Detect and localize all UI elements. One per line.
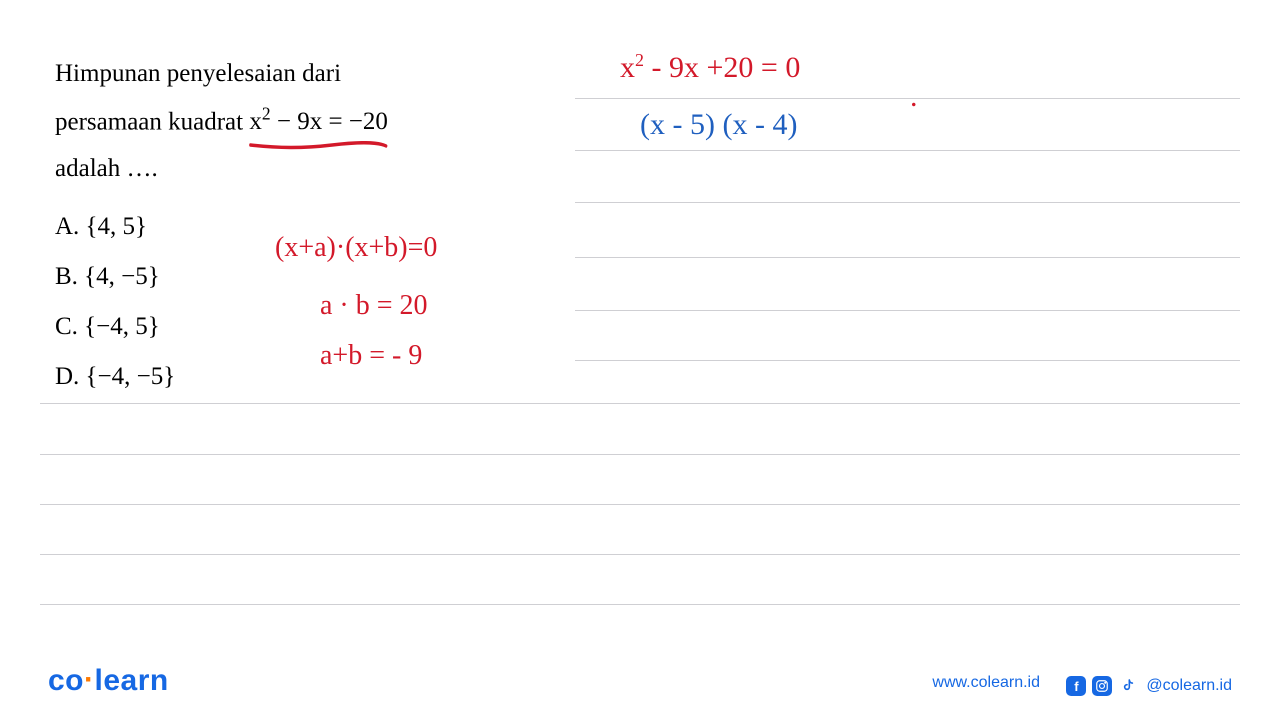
brand-logo: co·learn <box>48 664 169 698</box>
ruled-line <box>40 403 1240 404</box>
facebook-icon: f <box>1066 676 1086 696</box>
footer-url: www.colearn.id <box>932 674 1040 692</box>
handwritten-product: a · b = 20 <box>320 290 428 322</box>
tiktok-icon <box>1118 676 1138 696</box>
handwritten-form: (x+a)·(x+b)=0 <box>275 232 437 264</box>
option-a: A. {4, 5} <box>55 202 175 252</box>
page: Himpunan penyelesaian dari persamaan kua… <box>0 0 1280 720</box>
ruled-line <box>575 360 1240 361</box>
question-line-3: adalah …. <box>55 145 535 193</box>
options-list: A. {4, 5} B. {4, −5} C. {−4, 5} D. {−4, … <box>55 202 175 402</box>
ruled-line <box>40 604 1240 605</box>
option-c: C. {−4, 5} <box>55 302 175 352</box>
handwritten-factor: (x - 5) (x - 4) <box>640 108 797 142</box>
question-block: Himpunan penyelesaian dari persamaan kua… <box>55 50 535 193</box>
ruled-line <box>40 504 1240 505</box>
logo-dot-icon: · <box>84 663 95 696</box>
ruled-line <box>575 98 1240 99</box>
red-underline-icon <box>249 141 388 151</box>
social-icons: f @colearn.id <box>1066 676 1232 696</box>
handwritten-sum: a+b = - 9 <box>320 340 422 372</box>
equation-text: x2 − 9x = −20 <box>249 108 388 135</box>
ruled-line <box>575 202 1240 203</box>
question-prefix: persamaan kuadrat <box>55 108 249 135</box>
handwritten-dot: . <box>910 80 918 114</box>
handwritten-equation: x2 - 9x +20 = 0 <box>620 50 800 85</box>
instagram-icon <box>1092 676 1112 696</box>
question-line-1: Himpunan penyelesaian dari <box>55 50 535 98</box>
option-b: B. {4, −5} <box>55 252 175 302</box>
ruled-line <box>40 454 1240 455</box>
ruled-line <box>575 257 1240 258</box>
option-d: D. {−4, −5} <box>55 352 175 402</box>
logo-suffix: learn <box>95 664 169 697</box>
question-equation: x2 − 9x = −20 <box>249 98 388 146</box>
ruled-line <box>575 310 1240 311</box>
ruled-line <box>575 150 1240 151</box>
ruled-line <box>40 554 1240 555</box>
logo-prefix: co <box>48 664 84 697</box>
question-line-2: persamaan kuadrat x2 − 9x = −20 <box>55 98 535 146</box>
footer: co·learn www.colearn.id f @colearn.id <box>0 658 1280 698</box>
social-handle: @colearn.id <box>1146 677 1232 695</box>
